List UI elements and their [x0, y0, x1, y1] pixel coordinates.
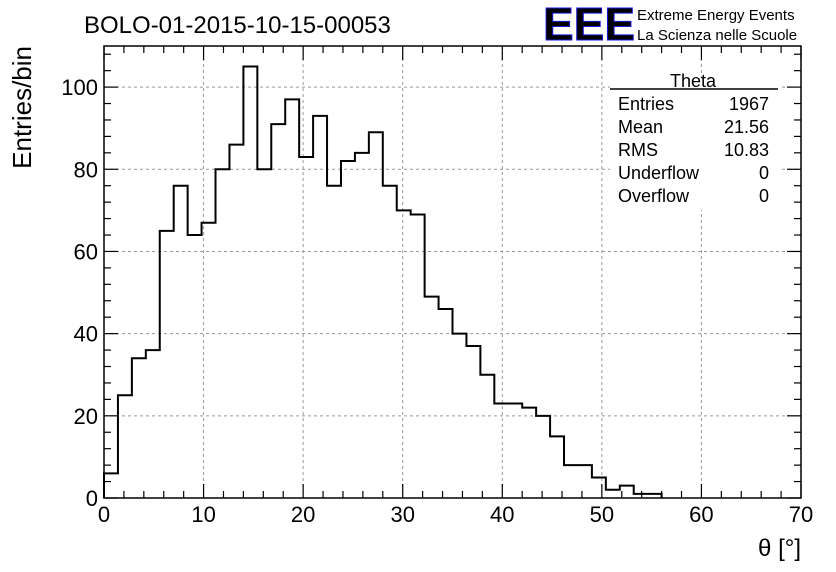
- histogram-bin: [188, 235, 202, 498]
- stats-box-title: Theta: [670, 71, 717, 91]
- logo-subtitle-1: Extreme Energy Events: [637, 7, 795, 24]
- x-tick-label: 10: [191, 502, 215, 527]
- stats-box-bg: [610, 78, 780, 210]
- logo-subtitle-2: La Scienza nelle Scuole: [637, 27, 797, 44]
- y-tick-label: 80: [74, 157, 98, 182]
- histogram-bin: [522, 408, 536, 498]
- histogram-bin: [383, 186, 397, 498]
- histogram-bin: [132, 358, 146, 498]
- histogram-bin: [466, 346, 480, 498]
- histogram-bin: [369, 132, 383, 498]
- histogram-bin: [480, 375, 494, 498]
- histogram-bin: [425, 297, 439, 498]
- histogram-bin: [243, 67, 257, 498]
- stats-value: 0: [759, 186, 769, 206]
- axis-ticks: [103, 46, 802, 499]
- histogram-bin: [606, 490, 620, 498]
- x-tick-label: 0: [98, 502, 110, 527]
- plot-frame: [103, 45, 802, 499]
- histogram-outline: [103, 65, 663, 498]
- histogram-series: [103, 65, 663, 498]
- y-tick-label: 40: [74, 322, 98, 347]
- axis-tick-labels: 0 10 20 30 40 50 60 70 0 20 40 60 80 100: [61, 75, 813, 527]
- histogram-bin: [355, 153, 369, 498]
- stats-box: Theta Entries 1967 Mean 21.56 RMS 10.83 Underf…: [610, 71, 780, 210]
- histogram-bin: [592, 477, 606, 498]
- y-tick-label: 60: [74, 239, 98, 264]
- stats-label: Underflow: [618, 163, 700, 183]
- histogram-bin: [257, 169, 271, 498]
- x-tick-label: 50: [590, 502, 614, 527]
- stats-label: Entries: [618, 94, 674, 114]
- histogram-bin: [174, 186, 188, 498]
- histogram-bin: [271, 124, 285, 498]
- x-tick-label: 40: [490, 502, 514, 527]
- stats-value: 21.56: [724, 117, 769, 137]
- x-tick-label: 30: [390, 502, 414, 527]
- histogram-bin: [494, 403, 508, 498]
- histogram-bin: [160, 231, 174, 498]
- y-tick-label: 0: [86, 486, 98, 511]
- histogram-bin: [508, 403, 522, 498]
- histogram-bin: [216, 169, 230, 498]
- histogram-bin: [229, 145, 243, 498]
- histogram-bin: [341, 161, 355, 498]
- histogram-bin: [397, 210, 411, 498]
- x-tick-label: 20: [291, 502, 315, 527]
- histogram-bin: [536, 416, 550, 498]
- x-tick-label: 60: [689, 502, 713, 527]
- histogram-bin: [299, 157, 313, 498]
- x-tick-label: 70: [789, 502, 813, 527]
- histogram-bin: [285, 99, 299, 498]
- stats-label: RMS: [618, 140, 658, 160]
- stats-label: Mean: [618, 117, 663, 137]
- y-tick-label: 20: [74, 404, 98, 429]
- histogram-bin: [550, 436, 564, 498]
- histogram-bin: [313, 116, 327, 498]
- stats-value: 10.83: [724, 140, 769, 160]
- histogram-bin: [327, 186, 341, 498]
- histogram-bin: [411, 214, 425, 498]
- run-title: BOLO-01-2015-10-15-00053: [84, 12, 391, 39]
- stats-value: 1967: [729, 94, 769, 114]
- eee-logo: EEE: [543, 0, 635, 50]
- histogram-bin: [104, 473, 118, 498]
- histogram-bin: [118, 395, 132, 498]
- stats-box-rows: Entries 1967 Mean 21.56 RMS 10.83 Underflow 0 Ov…: [618, 94, 769, 206]
- histogram-bin: [578, 465, 592, 498]
- histogram-bin: [146, 350, 160, 498]
- y-axis-label: Entries/bin: [7, 46, 37, 169]
- stats-value: 0: [759, 163, 769, 183]
- stats-label: Overflow: [618, 186, 690, 206]
- histogram-bin: [439, 309, 453, 498]
- histogram-bin: [564, 465, 578, 498]
- y-tick-label: 100: [61, 75, 98, 100]
- x-axis-label: θ [°]: [758, 535, 801, 562]
